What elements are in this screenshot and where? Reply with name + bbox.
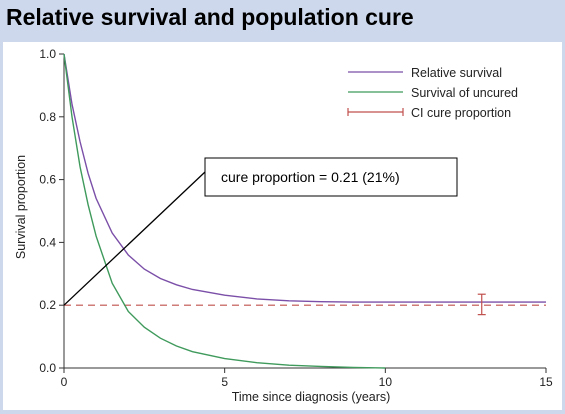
legend: Relative survival Survival of uncured CI… — [347, 66, 518, 120]
x-tick-label-1: 5 — [221, 375, 228, 389]
axes: 0.0 0.2 0.4 0.6 0.8 1.0 0 5 10 15 — [39, 47, 553, 389]
survival-chart: 0.0 0.2 0.4 0.6 0.8 1.0 0 5 10 15 Time since diag… — [14, 47, 553, 404]
plot-panel: 0.0 0.2 0.4 0.6 0.8 1.0 0 5 10 15 Time since diag… — [3, 42, 562, 410]
legend-label-relative-survival: Relative survival — [411, 66, 502, 80]
y-tick-label-0: 0.0 — [39, 361, 56, 375]
series-line-1 — [63, 53, 386, 369]
y-tick-label-2: 0.4 — [39, 235, 56, 249]
y-tick-label-4: 0.8 — [39, 110, 56, 124]
x-tick-label-3: 15 — [539, 375, 553, 389]
y-tick-label-3: 0.6 — [39, 173, 56, 187]
y-tick-label-5: 1.0 — [39, 47, 56, 61]
legend-label-survival-uncured: Survival of uncured — [411, 86, 518, 100]
annotation-box — [204, 157, 458, 197]
x-tick-label-2: 10 — [379, 375, 393, 389]
series-line-0 — [63, 53, 546, 303]
annotation-leader-line — [63, 171, 206, 306]
x-axis-title: Time since diagnosis (years) — [232, 390, 391, 404]
legend-label-ci: CI cure proportion — [411, 106, 511, 120]
slide-title: Relative survival and population cure — [6, 4, 414, 30]
y-axis-title: Survival proportion — [14, 155, 28, 259]
y-tick-label-1: 0.2 — [39, 298, 56, 312]
annotation: cure proportion = 0.21 (21%) — [63, 157, 458, 306]
x-tick-label-0: 0 — [61, 375, 68, 389]
plot-lines — [63, 53, 546, 369]
legend-swatch-ci — [347, 108, 404, 116]
annotation-text: cure proportion = 0.21 (21%) — [221, 169, 400, 185]
